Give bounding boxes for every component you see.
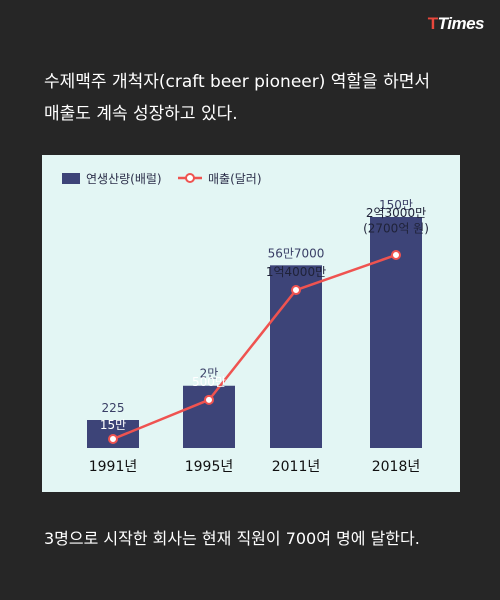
- headline: 수제맥주 개척자(craft beer pioneer) 역할을 하면서 매출도…: [44, 66, 464, 130]
- chart-panel: 연생산량(배럴) 매출(달러) 225 1991년 2만 1995년 56만7000 2011…: [42, 155, 460, 492]
- revenue-line: [112, 253, 397, 441]
- production-revenue-chart: 연생산량(배럴) 매출(달러) 225 1991년 2만 1995년 56만7000 2011…: [62, 172, 429, 475]
- bar-value-label-1: 225: [102, 401, 125, 415]
- bar-value-label-2: 2만: [200, 367, 219, 381]
- legend-bar-swatch: [62, 173, 80, 184]
- revenue-label-1: 15만: [100, 418, 126, 432]
- ttimes-logo: TTimes: [427, 14, 485, 34]
- category-label-4: 2018년: [372, 459, 421, 475]
- category-label-2: 1995년: [185, 459, 234, 475]
- revenue-label-3: 1억4000만: [266, 265, 326, 279]
- category-label-1: 1991년: [89, 459, 138, 475]
- revenue-label-2: 500만: [192, 375, 226, 389]
- revenue-label-4: 2억3000만 (2700억 원): [363, 206, 429, 236]
- revenue-point-4: [391, 250, 401, 260]
- revenue-point-3: [291, 285, 301, 296]
- bar-3: [270, 265, 322, 448]
- legend-line-marker: [185, 173, 195, 183]
- legend-bar-label: 연생산량(배럴): [86, 172, 162, 186]
- revenue-point-2: [204, 394, 214, 405]
- bar-value-label-4: 150만: [379, 198, 413, 212]
- category-label-3: 2011년: [272, 459, 321, 475]
- headline-line-1: 수제맥주 개척자(craft beer pioneer) 역할을 하면서: [44, 72, 431, 92]
- logo-letter-t: T: [427, 14, 438, 33]
- revenue-point-1: [108, 434, 118, 444]
- bar-value-label-3: 56만7000: [268, 246, 325, 260]
- footer-text: 3명으로 시작한 회사는 현재 직원이 700여 명에 달한다.: [44, 529, 420, 548]
- legend-line-label: 매출(달러): [208, 172, 262, 186]
- logo-text: Times: [437, 14, 485, 33]
- headline-line-2: 매출도 계속 성장하고 있다.: [44, 104, 238, 124]
